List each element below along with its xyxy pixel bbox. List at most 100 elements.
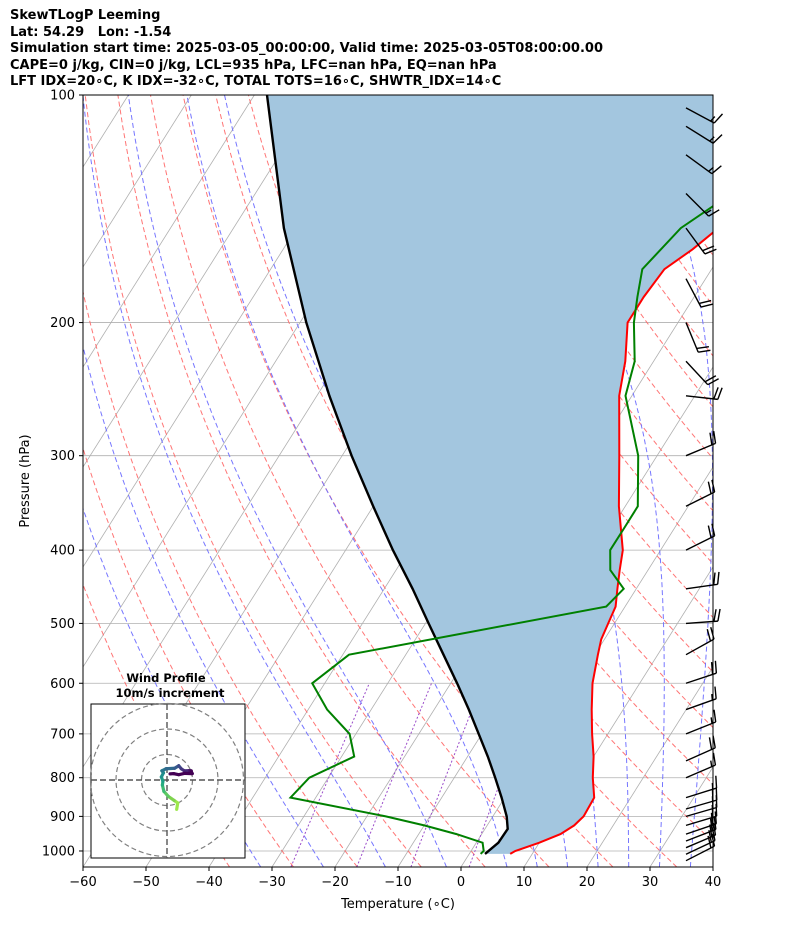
mixing-ratio-line [290, 683, 370, 867]
barb-shaft [685, 107, 715, 124]
wind-barb [685, 360, 719, 386]
barb-half [711, 693, 714, 701]
barb-full [716, 571, 720, 585]
x-tick-label: −40 [195, 875, 222, 890]
wind-barb [685, 431, 717, 457]
barb-full [713, 572, 716, 585]
barb-full [708, 737, 713, 750]
isotherm-line [523, 566, 713, 867]
barb-shaft [685, 491, 715, 507]
barb-shaft [685, 322, 699, 353]
wind-barb [685, 278, 714, 308]
barb-full [714, 660, 718, 674]
barb-shaft [685, 583, 718, 590]
x-tick-label: 30 [642, 875, 659, 890]
y-axis-label: Pressure (hPa) [18, 434, 33, 527]
barb-full [713, 387, 719, 400]
isotherm-line [586, 666, 713, 867]
barb-full [713, 113, 724, 124]
barb-shaft [685, 672, 717, 684]
hodograph-grid [89, 702, 245, 858]
moist-adiabat [83, 344, 324, 867]
barb-full [715, 775, 718, 789]
barb-shaft [685, 442, 716, 457]
barb-shaft [685, 125, 714, 144]
wind-barb [685, 523, 716, 551]
dry-adiabat [150, 95, 550, 867]
barb-full [698, 299, 712, 305]
isotherm-line [83, 95, 318, 468]
barb-full [717, 608, 721, 622]
mixing-ratio-line [410, 683, 483, 867]
y-tick-label: 500 [50, 617, 75, 632]
barb-shaft [685, 845, 715, 862]
barb-full [710, 662, 714, 675]
isotherm-line [83, 95, 192, 268]
y-tick-label: 600 [50, 677, 75, 692]
dry-adiabat [738, 95, 794, 867]
cin-area [267, 95, 713, 854]
cin-shading [267, 95, 713, 854]
barb-shaft [685, 787, 717, 799]
y-tick-label: 1000 [42, 844, 75, 859]
barb-full [709, 432, 713, 446]
barb-shaft [685, 815, 717, 827]
barb-shaft [685, 806, 717, 818]
barb-full [696, 345, 710, 350]
chart-title-block: SkewTLogP Leeming Lat: 54.29 Lon: -1.54 … [10, 8, 603, 91]
title-cape-line: CAPE=0 j/kg, CIN=0 j/kg, LCL=935 hPa, LF… [10, 57, 497, 73]
barb-full [702, 245, 715, 252]
y-tick-label: 400 [50, 544, 75, 559]
hodograph-subtitle: 10m/s increment [116, 686, 225, 700]
wind-barb [685, 322, 711, 353]
y-axis-ticks: 100 200 300 400 500 600 700 800 900 1000 [42, 89, 83, 859]
barb-full [713, 431, 717, 444]
wind-barb [685, 608, 721, 625]
x-tick-label: 10 [516, 875, 533, 890]
wind-barbs [685, 107, 724, 862]
barb-full [707, 481, 712, 494]
dry-adiabat [771, 95, 794, 867]
y-tick-label: 100 [50, 89, 75, 104]
x-tick-label: −60 [69, 875, 96, 890]
dry-adiabat [83, 289, 358, 867]
wind-barb [685, 735, 716, 762]
isotherm-line [83, 95, 255, 368]
barb-half [710, 760, 713, 767]
moist-adiabat [186, 95, 508, 867]
wind-barb [685, 627, 715, 656]
x-axis-label: Temperature (∘C) [340, 897, 455, 912]
wind-barb [685, 660, 718, 684]
y-tick-label: 700 [50, 727, 75, 742]
y-tick-label: 300 [50, 449, 75, 464]
barb-full [700, 303, 714, 308]
moist-adiabat [83, 506, 262, 867]
barb-full [714, 811, 717, 824]
barb-full [704, 375, 717, 383]
barb-full [708, 209, 720, 217]
barb-shaft [685, 764, 716, 779]
hodograph-inset: Wind Profile 10m/s increment [89, 671, 246, 859]
wind-barb [685, 193, 720, 217]
barb-full [713, 817, 717, 830]
y-tick-label: 900 [50, 810, 75, 825]
wind-barb [685, 387, 723, 401]
title-station: SkewTLogP Leeming [10, 8, 161, 23]
barb-full [706, 628, 712, 642]
x-tick-label: −30 [258, 875, 285, 890]
wind-barb [685, 709, 717, 735]
x-tick-label: −10 [384, 875, 411, 890]
x-axis-ticks: −60 −50 −40 −30 −20 −10 0 10 20 30 40 [69, 867, 721, 890]
barb-full [707, 525, 712, 538]
barb-full [717, 387, 723, 400]
isotherm-line [0, 95, 2, 867]
wind-barb [685, 571, 720, 590]
y-tick-label: 200 [50, 316, 75, 331]
barb-shaft [685, 828, 717, 842]
dry-adiabat [313, 95, 713, 729]
title-indices-line: LFT IDX=20∘C, K IDX=-32∘C, TOTAL TOTS=16… [10, 74, 502, 89]
wind-barb [685, 686, 717, 711]
barb-full [712, 134, 723, 144]
barb-shaft [685, 193, 710, 217]
